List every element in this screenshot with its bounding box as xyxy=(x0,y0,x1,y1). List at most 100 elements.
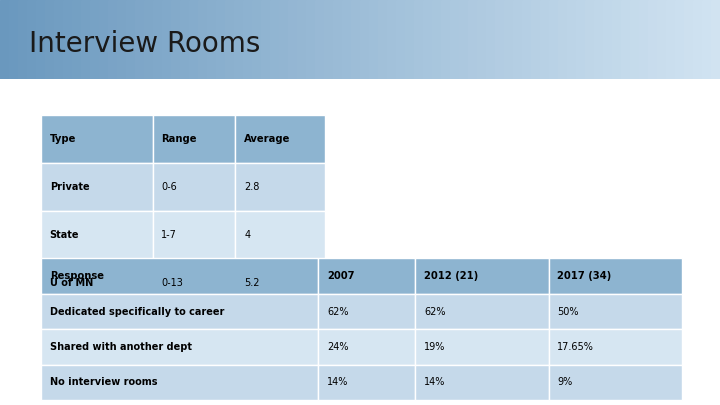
Bar xyxy=(72,0,82,79)
Text: 14%: 14% xyxy=(327,377,348,388)
Bar xyxy=(468,0,478,79)
Text: 1-7: 1-7 xyxy=(161,230,177,240)
Bar xyxy=(423,0,433,79)
Bar xyxy=(585,0,595,79)
Text: 14%: 14% xyxy=(424,377,446,388)
Bar xyxy=(207,0,217,79)
Bar xyxy=(171,0,181,79)
Bar xyxy=(252,0,262,79)
Bar xyxy=(41,364,318,400)
Bar xyxy=(41,294,318,329)
Bar xyxy=(459,0,469,79)
Text: Shared with another dept: Shared with another dept xyxy=(50,342,192,352)
Bar xyxy=(318,258,415,294)
Bar xyxy=(549,364,682,400)
Bar xyxy=(702,0,711,79)
Bar xyxy=(41,259,153,307)
Bar xyxy=(415,364,549,400)
Bar xyxy=(318,294,415,329)
Bar xyxy=(0,79,720,405)
Bar xyxy=(513,0,523,79)
Bar xyxy=(666,0,675,79)
Bar xyxy=(684,0,693,79)
Bar xyxy=(576,0,585,79)
Text: Average: Average xyxy=(244,134,290,144)
Bar xyxy=(549,329,682,365)
Bar xyxy=(0,0,10,79)
Text: State: State xyxy=(50,230,79,240)
Bar xyxy=(36,0,46,79)
Bar xyxy=(189,0,199,79)
Bar xyxy=(153,163,235,211)
Bar xyxy=(396,0,406,79)
Bar xyxy=(54,0,63,79)
Bar xyxy=(342,0,352,79)
Text: 2.8: 2.8 xyxy=(244,182,259,192)
Bar xyxy=(41,163,153,211)
Bar xyxy=(333,0,343,79)
Bar xyxy=(235,163,325,211)
Bar xyxy=(235,211,325,259)
Bar xyxy=(153,0,163,79)
Text: 5.2: 5.2 xyxy=(244,278,260,288)
Bar xyxy=(117,0,127,79)
Bar xyxy=(270,0,280,79)
Bar xyxy=(549,294,682,329)
Bar xyxy=(360,0,370,79)
Bar xyxy=(225,0,235,79)
Bar xyxy=(306,0,316,79)
Bar xyxy=(315,0,325,79)
Bar xyxy=(495,0,505,79)
Bar xyxy=(235,259,325,307)
Bar xyxy=(378,0,387,79)
Text: 4: 4 xyxy=(244,230,251,240)
Bar xyxy=(288,0,298,79)
Bar xyxy=(369,0,379,79)
Bar xyxy=(415,329,549,365)
Bar xyxy=(693,0,703,79)
Text: 62%: 62% xyxy=(424,307,446,317)
Bar xyxy=(567,0,577,79)
Bar xyxy=(279,0,289,79)
Bar xyxy=(216,0,226,79)
Bar xyxy=(657,0,667,79)
Bar xyxy=(81,0,91,79)
Bar xyxy=(18,0,28,79)
Bar xyxy=(318,364,415,400)
Text: Range: Range xyxy=(161,134,197,144)
Bar xyxy=(126,0,135,79)
Bar xyxy=(477,0,487,79)
Text: 2017 (34): 2017 (34) xyxy=(557,271,611,281)
Text: 0-6: 0-6 xyxy=(161,182,177,192)
Bar xyxy=(486,0,496,79)
Bar xyxy=(639,0,649,79)
Bar xyxy=(261,0,271,79)
Bar xyxy=(648,0,657,79)
Bar xyxy=(549,258,682,294)
Bar xyxy=(594,0,603,79)
Bar xyxy=(108,0,118,79)
Bar xyxy=(235,115,325,163)
Text: Type: Type xyxy=(50,134,76,144)
Bar xyxy=(450,0,459,79)
Bar xyxy=(153,211,235,259)
Text: Dedicated specifically to career: Dedicated specifically to career xyxy=(50,307,224,317)
Bar xyxy=(234,0,243,79)
Text: 2007: 2007 xyxy=(327,271,354,281)
Bar xyxy=(198,0,208,79)
Bar xyxy=(90,0,99,79)
Bar xyxy=(504,0,513,79)
Text: 24%: 24% xyxy=(327,342,348,352)
Bar xyxy=(387,0,397,79)
Text: 19%: 19% xyxy=(424,342,446,352)
Bar xyxy=(549,0,559,79)
Text: 17.65%: 17.65% xyxy=(557,342,594,352)
Text: No interview rooms: No interview rooms xyxy=(50,377,157,388)
Bar xyxy=(153,115,235,163)
Text: Response: Response xyxy=(50,271,104,281)
Bar xyxy=(41,329,318,365)
Bar xyxy=(41,258,318,294)
Bar xyxy=(432,0,441,79)
Bar xyxy=(621,0,631,79)
Text: 62%: 62% xyxy=(327,307,348,317)
